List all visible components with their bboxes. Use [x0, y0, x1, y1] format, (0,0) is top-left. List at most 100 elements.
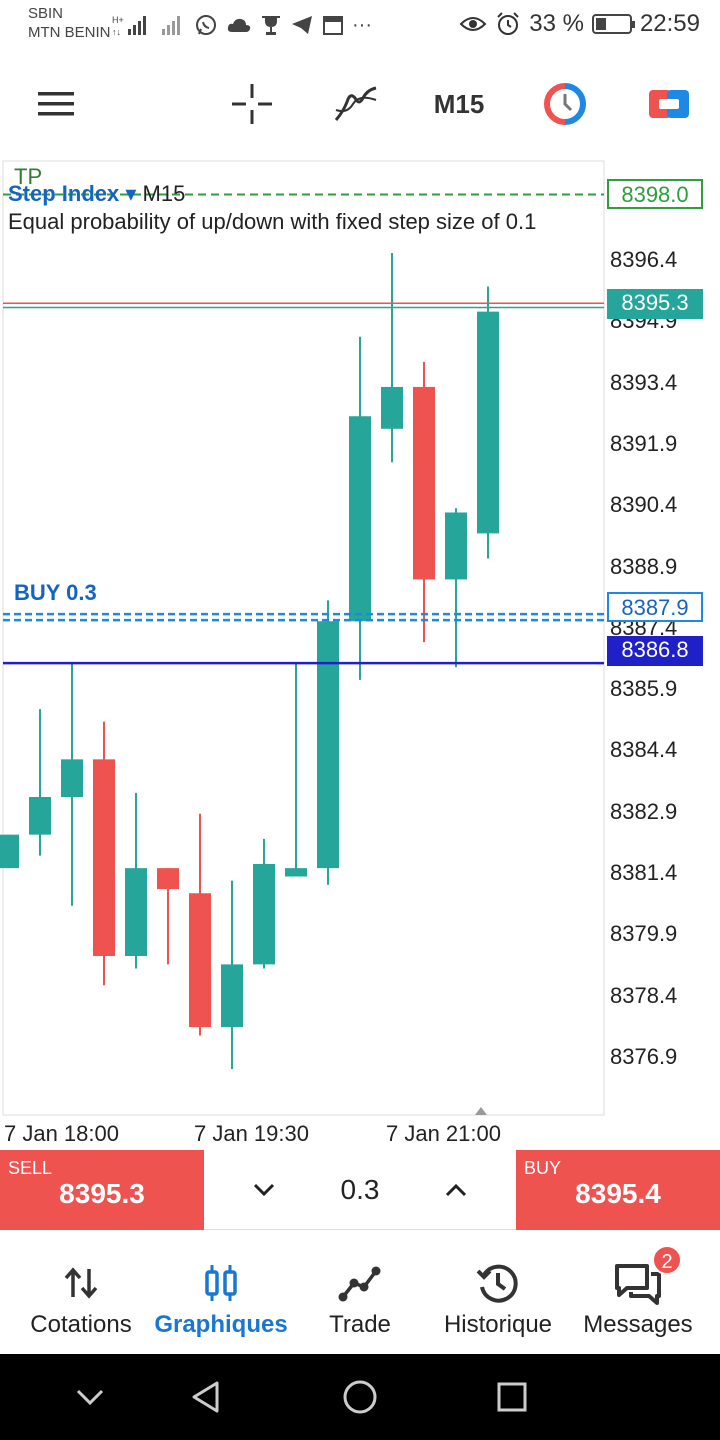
time-label-2: 7 Jan 19:30 — [194, 1121, 309, 1146]
back-button[interactable] — [183, 1374, 229, 1420]
chart-timeframe: M15 — [142, 181, 186, 206]
chevron-up-icon — [445, 1183, 467, 1197]
indicators-button[interactable] — [328, 74, 384, 134]
symbol-description: Equal probability of up/down with fixed … — [8, 209, 537, 234]
sell-price: 8395.3 — [59, 1178, 145, 1209]
chart-title: Step Index ▾ M15 — [8, 181, 185, 207]
status-right: 33 % 22:59 — [459, 8, 700, 40]
more-notifications-icon: ··· — [352, 13, 372, 36]
back-triangle-icon — [192, 1381, 219, 1413]
bid-price-tag: 8395.3 — [607, 289, 703, 319]
candle-bull — [349, 416, 371, 622]
candle-bull — [381, 386, 403, 429]
telegram-icon — [292, 16, 312, 34]
carrier-line-2: MTN BENIN — [28, 24, 111, 41]
timeframe-button[interactable]: M15 — [424, 74, 494, 134]
candle-bear — [189, 893, 211, 1028]
price-axis-label: 8391.9 — [610, 430, 678, 456]
price-axis-label: 8393.4 — [610, 369, 678, 395]
nav-label-graphiques: Graphiques — [154, 1311, 288, 1338]
sell-caption: SELL — [8, 1158, 53, 1178]
price-axis-label: 8382.9 — [610, 798, 678, 824]
price-chart[interactable]: TP Step Index ▾ M15 Equal probability of… — [0, 156, 720, 1150]
messages-badge: 2 — [652, 1245, 682, 1275]
price-axis-label: 8384.4 — [610, 737, 678, 763]
volume-decrease-button[interactable] — [244, 1170, 284, 1210]
history-icon — [476, 1264, 518, 1303]
sell-button[interactable]: SELL 8395.3 — [0, 1150, 204, 1230]
nav-cotations[interactable]: Cotations — [9, 1231, 153, 1354]
one-click-trading-button[interactable] — [540, 74, 590, 134]
price-axis-label: 8396.4 — [610, 247, 678, 272]
trophy-icon — [262, 16, 280, 35]
trade-chart-icon — [338, 1266, 381, 1302]
candle-bull — [29, 797, 51, 835]
tp-label: TP — [14, 164, 43, 189]
volume-selector: 0.3 — [204, 1150, 516, 1230]
volume-input[interactable]: 0.3 — [340, 1174, 380, 1205]
symbol-name[interactable]: Step Index — [8, 181, 120, 206]
buy-price: 8395.4 — [575, 1178, 661, 1209]
buy-caption: BUY — [524, 1158, 562, 1178]
nav-messages[interactable]: 2 Messages — [566, 1231, 710, 1354]
battery-icon — [591, 14, 635, 34]
indicators-icon — [334, 86, 377, 121]
price-axis-label: 8378.4 — [610, 982, 678, 1008]
recents-button[interactable] — [489, 1374, 535, 1420]
signal-icon: H+ ↑↓ — [112, 15, 146, 37]
carrier-info: SBIN MTN BENIN — [28, 4, 111, 42]
candle-bull — [125, 868, 147, 956]
messages-icon — [615, 1264, 661, 1305]
status-bar: SBIN MTN BENIN H+ ↑↓ — [0, 0, 720, 52]
price-axis-label: 8379.9 — [610, 921, 678, 947]
candle-bull — [221, 964, 243, 1028]
nav-trade[interactable]: Trade — [288, 1231, 432, 1354]
buy-order-label[interactable]: BUY 0.3 — [14, 580, 97, 605]
time-label-3: 7 Jan 21:00 — [386, 1121, 501, 1146]
battery-percent: 33 % — [529, 10, 584, 37]
buy-button[interactable]: BUY 8395.4 — [516, 1150, 720, 1230]
nav-historique[interactable]: Historique — [426, 1231, 570, 1354]
signal-2-icon — [162, 16, 180, 35]
tp-price-tag: 8398.0 — [607, 179, 703, 209]
candle-bear — [413, 386, 435, 580]
nav-label-messages: Messages — [583, 1311, 693, 1338]
timeframe-label: M15 — [433, 88, 485, 119]
candle-bull — [445, 512, 467, 580]
calendar-icon — [323, 16, 343, 35]
recents-square-icon — [497, 1382, 527, 1412]
candle-bear — [157, 868, 179, 890]
menu-button[interactable] — [30, 74, 82, 134]
candle-bull — [0, 834, 19, 869]
candlestick-chart-icon — [205, 1265, 237, 1301]
candlestick-chart[interactable] — [0, 156, 720, 1150]
nav-label-historique: Historique — [443, 1311, 553, 1338]
volume-increase-button[interactable] — [436, 1170, 476, 1210]
eye-icon — [459, 17, 487, 31]
trade-panel-button[interactable] — [644, 74, 694, 134]
collapse-button[interactable] — [67, 1374, 113, 1420]
nav-graphiques[interactable]: Graphiques — [149, 1231, 293, 1354]
price-axis-label: 8376.9 — [610, 1043, 678, 1069]
svg-text:H+: H+ — [112, 15, 124, 25]
cloud-icon — [227, 18, 251, 32]
system-navigation-bar — [0, 1354, 720, 1440]
home-button[interactable] — [337, 1374, 383, 1420]
time-label-1: 7 Jan 18:00 — [4, 1121, 119, 1146]
clock: 22:59 — [639, 10, 700, 37]
chevron-down-icon — [253, 1183, 275, 1197]
trade-panel-icon — [649, 90, 689, 118]
candle-bull — [285, 868, 307, 877]
one-click-trade-bar: SELL 8395.3 0.3 BUY 8395.4 — [0, 1150, 720, 1230]
candle-bull — [317, 621, 339, 869]
crosshair-button[interactable] — [226, 74, 278, 134]
price-axis-label: 8381.4 — [610, 860, 678, 885]
candle-bull — [61, 759, 83, 797]
alarm-icon — [497, 12, 519, 35]
symbol-dropdown-icon[interactable]: ▾ — [125, 181, 137, 206]
nav-label-cotations: Cotations — [30, 1311, 132, 1338]
candle-bull — [477, 311, 499, 534]
bottom-navigation: Cotations Graphiques Trade — [0, 1231, 720, 1354]
svg-text:↑↓: ↑↓ — [112, 27, 121, 37]
candle-bull — [253, 863, 275, 965]
